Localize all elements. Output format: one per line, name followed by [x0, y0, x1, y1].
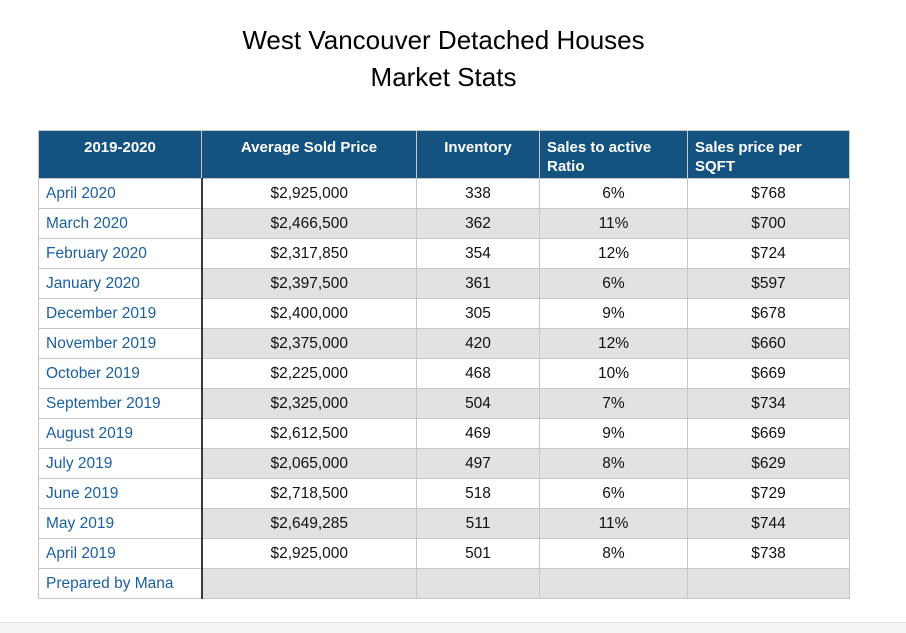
month-cell: July 2019: [38, 448, 203, 479]
column-header-period: 2019-2020: [38, 130, 202, 179]
value-cell: $738: [687, 538, 850, 569]
value-cell: $2,225,000: [201, 358, 417, 389]
month-cell: October 2019: [38, 358, 203, 389]
value-cell: $669: [687, 358, 850, 389]
footer-cell: Prepared by Mana: [38, 568, 203, 599]
column-header-inventory: Inventory: [416, 130, 540, 179]
month-cell: June 2019: [38, 478, 203, 509]
value-cell: [687, 568, 850, 599]
value-cell: $744: [687, 508, 850, 539]
value-cell: 7%: [539, 388, 688, 419]
table-row: October 2019 $2,225,000 468 10% $669: [38, 358, 850, 389]
value-cell: $2,925,000: [201, 178, 417, 209]
value-cell: $678: [687, 298, 850, 329]
value-cell: $2,325,000: [201, 388, 417, 419]
value-cell: $2,466,500: [201, 208, 417, 239]
value-cell: $2,397,500: [201, 268, 417, 299]
table-body: April 2020 $2,925,000 338 6% $768 March 2020 $…: [38, 178, 850, 599]
value-cell: 6%: [539, 268, 688, 299]
value-cell: 11%: [539, 208, 688, 239]
value-cell: $734: [687, 388, 850, 419]
table-row: January 2020 $2,397,500 361 6% $597: [38, 268, 850, 299]
value-cell: 501: [416, 538, 540, 569]
value-cell: $2,400,000: [201, 298, 417, 329]
window-bottom-strip: [0, 622, 906, 633]
value-cell: 10%: [539, 358, 688, 389]
table-row: July 2019 $2,065,000 497 8% $629: [38, 448, 850, 479]
value-cell: 354: [416, 238, 540, 269]
value-cell: $597: [687, 268, 850, 299]
value-cell: 469: [416, 418, 540, 449]
value-cell: $729: [687, 478, 850, 509]
value-cell: $2,925,000: [201, 538, 417, 569]
column-header-sales-price-per-sqft: Sales price per SQFT: [687, 130, 850, 179]
value-cell: 305: [416, 298, 540, 329]
value-cell: $629: [687, 448, 850, 479]
month-cell: February 2020: [38, 238, 203, 269]
month-cell: March 2020: [38, 208, 203, 239]
value-cell: $2,375,000: [201, 328, 417, 359]
table-row: March 2020 $2,466,500 362 11% $700: [38, 208, 850, 239]
value-cell: 511: [416, 508, 540, 539]
table-row: November 2019 $2,375,000 420 12% $660: [38, 328, 850, 359]
table-row: May 2019 $2,649,285 511 11% $744: [38, 508, 850, 539]
value-cell: 12%: [539, 238, 688, 269]
value-cell: $2,718,500: [201, 478, 417, 509]
value-cell: $724: [687, 238, 850, 269]
column-header-sales-to-active-ratio: Sales to active Ratio: [539, 130, 688, 179]
month-cell: May 2019: [38, 508, 203, 539]
table-row: February 2020 $2,317,850 354 12% $724: [38, 238, 850, 269]
column-header-average-sold-price: Average Sold Price: [201, 130, 417, 179]
month-cell: January 2020: [38, 268, 203, 299]
value-cell: [539, 568, 688, 599]
page-title: West Vancouver Detached Houses Market St…: [38, 22, 849, 96]
value-cell: 420: [416, 328, 540, 359]
value-cell: $660: [687, 328, 850, 359]
value-cell: 11%: [539, 508, 688, 539]
table-header-row: 2019-2020 Average Sold Price Inventory S…: [38, 130, 850, 179]
month-cell: November 2019: [38, 328, 203, 359]
value-cell: 9%: [539, 298, 688, 329]
table-row: April 2020 $2,925,000 338 6% $768: [38, 178, 850, 209]
value-cell: 504: [416, 388, 540, 419]
value-cell: 8%: [539, 448, 688, 479]
table-row: August 2019 $2,612,500 469 9% $669: [38, 418, 850, 449]
table-footer-row: Prepared by Mana: [38, 568, 850, 599]
value-cell: 6%: [539, 478, 688, 509]
month-cell: April 2019: [38, 538, 203, 569]
value-cell: 9%: [539, 418, 688, 449]
value-cell: 497: [416, 448, 540, 479]
value-cell: $768: [687, 178, 850, 209]
value-cell: [201, 568, 417, 599]
market-stats-table: 2019-2020 Average Sold Price Inventory S…: [38, 130, 850, 599]
value-cell: $669: [687, 418, 850, 449]
value-cell: 8%: [539, 538, 688, 569]
value-cell: $700: [687, 208, 850, 239]
page-title-line2: Market Stats: [370, 62, 517, 92]
month-cell: September 2019: [38, 388, 203, 419]
table-row: December 2019 $2,400,000 305 9% $678: [38, 298, 850, 329]
table-row: June 2019 $2,718,500 518 6% $729: [38, 478, 850, 509]
table-row: April 2019 $2,925,000 501 8% $738: [38, 538, 850, 569]
value-cell: 361: [416, 268, 540, 299]
table-header: 2019-2020 Average Sold Price Inventory S…: [38, 130, 850, 179]
value-cell: 6%: [539, 178, 688, 209]
month-cell: April 2020: [38, 178, 203, 209]
value-cell: [416, 568, 540, 599]
value-cell: 468: [416, 358, 540, 389]
value-cell: 12%: [539, 328, 688, 359]
month-cell: December 2019: [38, 298, 203, 329]
value-cell: $2,612,500: [201, 418, 417, 449]
value-cell: 362: [416, 208, 540, 239]
table-row: September 2019 $2,325,000 504 7% $734: [38, 388, 850, 419]
page-title-line1: West Vancouver Detached Houses: [242, 25, 645, 55]
value-cell: $2,065,000: [201, 448, 417, 479]
month-cell: August 2019: [38, 418, 203, 449]
value-cell: 338: [416, 178, 540, 209]
value-cell: 518: [416, 478, 540, 509]
value-cell: $2,649,285: [201, 508, 417, 539]
value-cell: $2,317,850: [201, 238, 417, 269]
